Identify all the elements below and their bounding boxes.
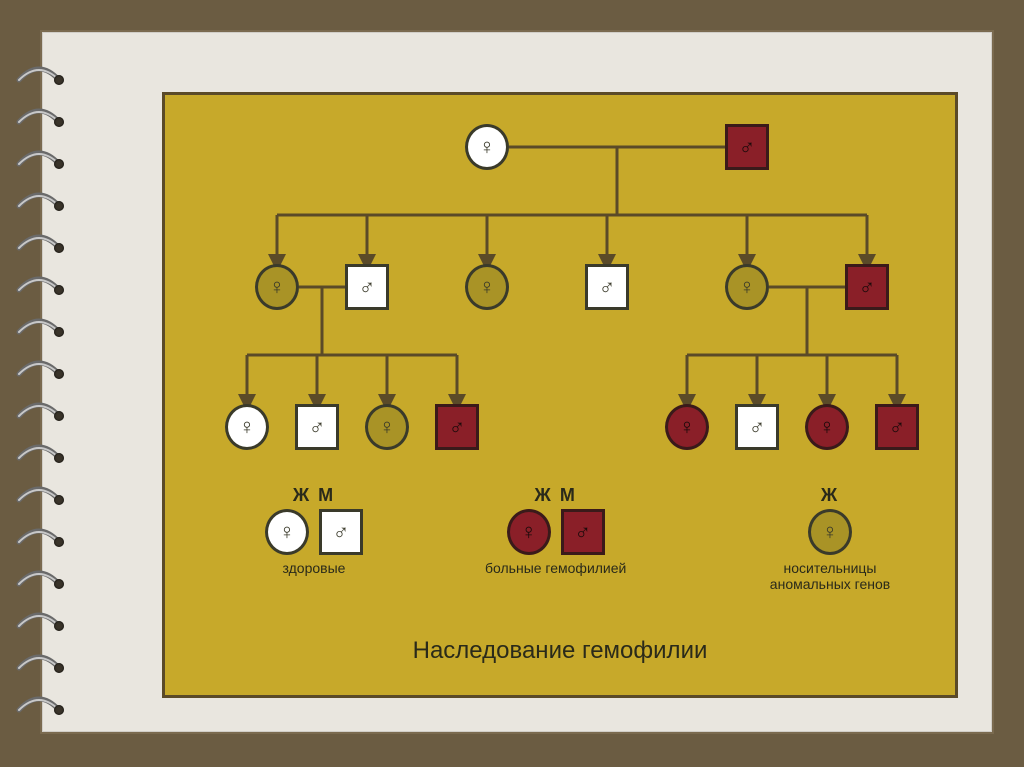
notebook-page: ♀♂♀♂♀♂♀♂♀♂♀♂♀♂♀♂ Ж М♀♂здоровыеЖ М♀♂больн… (40, 30, 994, 734)
node-g2a: ♀ (255, 265, 299, 309)
spiral-ring (14, 398, 74, 434)
female-symbol: ♀ (379, 416, 396, 438)
node-g2f: ♂ (845, 265, 889, 309)
female-symbol: ♀ (269, 276, 286, 298)
male-symbol: ♂ (309, 416, 326, 438)
legend-group: Ж ♀ носительницы аномальных генов (745, 485, 915, 592)
spiral-ring (14, 566, 74, 602)
spiral-ring (14, 482, 74, 518)
node-g3d: ♂ (435, 405, 479, 449)
spiral-ring (14, 440, 74, 476)
male-symbol: ♂ (574, 521, 591, 543)
node-g2d: ♂ (585, 265, 629, 309)
legend-sex-labels: Ж М (485, 485, 626, 506)
diagram-title: Наследование гемофилии (165, 637, 955, 665)
legend-node: ♀ (265, 510, 309, 554)
male-symbol: ♂ (749, 416, 766, 438)
node-g3h: ♂ (875, 405, 919, 449)
spiral-binding (14, 62, 84, 702)
legend-icons: ♀♂ (485, 510, 626, 554)
node-g2b: ♂ (345, 265, 389, 309)
node-g3f: ♂ (735, 405, 779, 449)
spiral-ring (14, 188, 74, 224)
male-symbol: ♂ (359, 276, 376, 298)
spiral-ring (14, 104, 74, 140)
female-symbol: ♀ (479, 136, 496, 158)
legend-icons: ♀♂ (265, 510, 363, 554)
spiral-ring (14, 230, 74, 266)
male-symbol: ♂ (859, 276, 876, 298)
legend-caption: здоровые (265, 560, 363, 576)
legend-group: Ж М♀♂больные гемофилией (485, 485, 626, 576)
node-g3c: ♀ (365, 405, 409, 449)
node-g1m: ♂ (725, 125, 769, 169)
spiral-ring (14, 146, 74, 182)
node-g2c: ♀ (465, 265, 509, 309)
spiral-ring (14, 314, 74, 350)
female-symbol: ♀ (279, 521, 296, 543)
diagram-panel: ♀♂♀♂♀♂♀♂♀♂♀♂♀♂♀♂ Ж М♀♂здоровыеЖ М♀♂больн… (162, 92, 958, 698)
legend-icons: ♀ (745, 510, 915, 554)
female-symbol: ♀ (819, 416, 836, 438)
spiral-ring (14, 608, 74, 644)
female-symbol: ♀ (679, 416, 696, 438)
node-g3e: ♀ (665, 405, 709, 449)
female-symbol: ♀ (479, 276, 496, 298)
legend-caption: носительницы аномальных генов (745, 560, 915, 592)
legend-sex-labels: Ж М (265, 485, 363, 506)
female-symbol: ♀ (822, 521, 839, 543)
node-g3a: ♀ (225, 405, 269, 449)
node-g1f: ♀ (465, 125, 509, 169)
male-symbol: ♂ (739, 136, 756, 158)
spiral-ring (14, 524, 74, 560)
legend-node: ♀ (808, 510, 852, 554)
spiral-ring (14, 692, 74, 728)
legend-node: ♂ (561, 510, 605, 554)
male-symbol: ♂ (333, 521, 350, 543)
male-symbol: ♂ (889, 416, 906, 438)
pedigree-lines (165, 95, 955, 695)
legend-group: Ж М♀♂здоровые (265, 485, 363, 576)
female-symbol: ♀ (739, 276, 756, 298)
female-symbol: ♀ (239, 416, 256, 438)
legend-sex-labels: Ж (745, 485, 915, 506)
spiral-ring (14, 272, 74, 308)
spiral-ring (14, 62, 74, 98)
legend-caption: больные гемофилией (485, 560, 626, 576)
female-symbol: ♀ (520, 521, 537, 543)
legend: Ж М♀♂здоровыеЖ М♀♂больные гемофилиейЖ♀но… (205, 485, 915, 605)
node-g3b: ♂ (295, 405, 339, 449)
node-g2e: ♀ (725, 265, 769, 309)
male-symbol: ♂ (449, 416, 466, 438)
male-symbol: ♂ (599, 276, 616, 298)
node-g3g: ♀ (805, 405, 849, 449)
spiral-ring (14, 356, 74, 392)
legend-node: ♂ (319, 510, 363, 554)
legend-node: ♀ (507, 510, 551, 554)
spiral-ring (14, 650, 74, 686)
